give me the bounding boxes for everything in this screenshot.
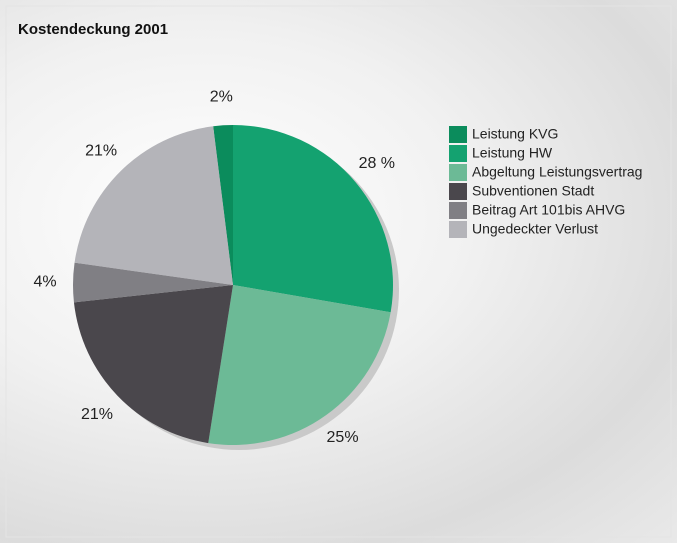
data-label: 21% [85, 142, 117, 159]
pie-slice [213, 125, 233, 285]
legend-label: Leistung HW [472, 145, 553, 161]
data-label: 21% [81, 406, 113, 423]
chart-title: Kostendeckung 2001 [18, 21, 168, 38]
legend-swatch [449, 145, 467, 162]
legend-label: Abgeltung Leistungsvertrag [472, 164, 642, 180]
pie-slice [73, 285, 233, 444]
legend-label: Beitrag Art 101bis AHVG [472, 202, 625, 218]
legend-swatch [449, 202, 467, 219]
data-label: 28 % [359, 155, 395, 172]
legend-swatch [449, 183, 467, 200]
legend-label: Ungedeckter Verlust [472, 221, 598, 237]
legend-swatch [449, 164, 467, 181]
legend-swatch [449, 221, 467, 238]
data-label: 2% [210, 89, 233, 106]
data-label: 25% [327, 429, 359, 446]
pie-slice [208, 285, 391, 445]
pie-slice [233, 125, 393, 313]
pie-slice [72, 262, 233, 303]
data-label: 4% [33, 273, 56, 290]
pie-slice [74, 126, 233, 286]
frame [5, 5, 672, 538]
legend-label: Subventionen Stadt [472, 183, 594, 199]
legend-swatch [449, 126, 467, 143]
legend-label: Leistung KVG [472, 126, 558, 142]
